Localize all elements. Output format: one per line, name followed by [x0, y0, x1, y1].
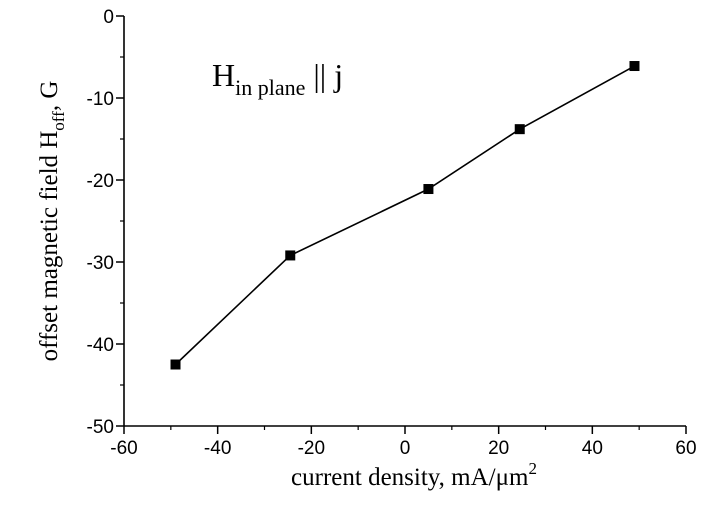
y-tick-label: -50 [87, 417, 114, 438]
y-tick-label: -10 [87, 89, 114, 110]
y-axis-label-subscript: off [49, 111, 68, 131]
y-tick-label: -40 [87, 335, 114, 356]
axes [123, 16, 686, 427]
x-tick-label: 40 [582, 438, 603, 459]
x-tick-label: 60 [675, 438, 696, 459]
data-point [629, 61, 640, 72]
data-point [423, 184, 434, 195]
x-axis-label: current density, mA/μm2 [291, 459, 537, 491]
data-point [514, 124, 525, 135]
y-axis-label-main: offset magnetic field H [36, 131, 63, 362]
annotation-main: H [212, 57, 235, 93]
x-tick-label: -60 [110, 438, 137, 459]
x-tick-label: 0 [400, 438, 411, 459]
annotation-rest: || j [305, 57, 343, 93]
y-tick-label: -30 [87, 253, 114, 274]
annotation-subscript: in plane [235, 75, 305, 100]
y-tick-label: 0 [103, 7, 114, 28]
x-axis-label-superscript: 2 [528, 459, 537, 478]
x-tick-label: -40 [204, 438, 231, 459]
annotation: Hin plane || j [212, 57, 343, 100]
x-tick-label: -20 [298, 438, 325, 459]
series-line [174, 65, 635, 366]
series-group [170, 61, 640, 370]
x-tick-label: 20 [488, 438, 509, 459]
ticks: -60 -40 -20 0 20 40 60 0 -10 -20 -30 -40 -50 [87, 7, 697, 459]
data-point [170, 359, 181, 370]
y-axis-label: offset magnetic field Hoff, G [36, 81, 68, 362]
y-tick-label: -20 [87, 171, 114, 192]
y-axis-label-rest: , G [36, 81, 63, 112]
data-point [285, 250, 296, 261]
x-axis-label-main: current density, mA/μm [291, 464, 529, 491]
